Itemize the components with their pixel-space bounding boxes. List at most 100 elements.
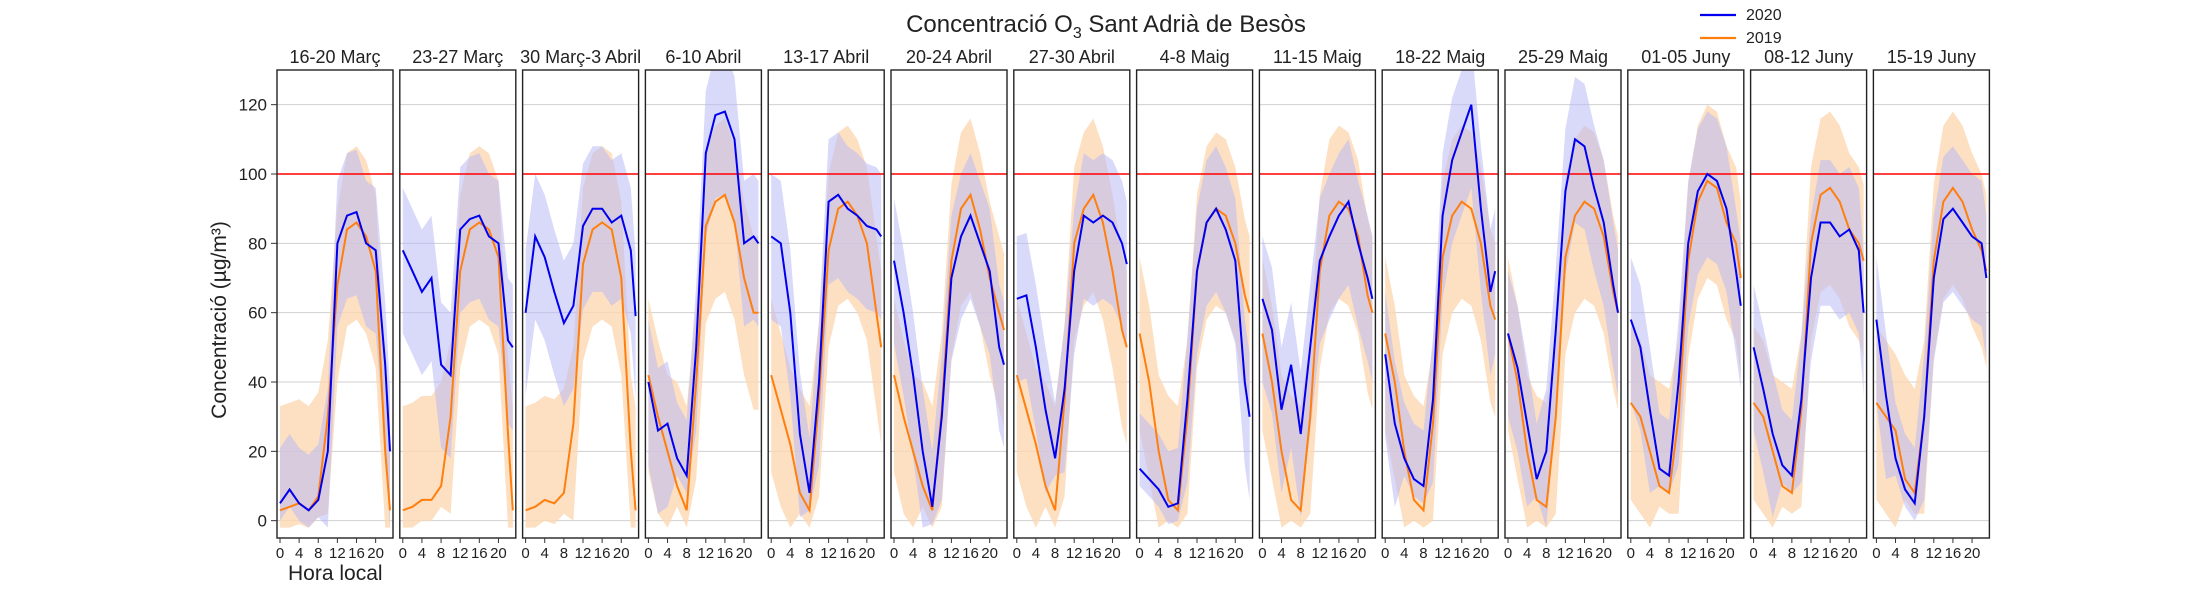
panel-frame (1135, 69, 1254, 539)
x-tick-label: 0 (276, 545, 284, 562)
x-tick-label: 8 (1051, 545, 1059, 562)
x-tick-label: 8 (1788, 545, 1796, 562)
x-tick-label: 4 (909, 545, 917, 562)
x-tick-label: 16 (1699, 545, 1716, 562)
panel-frame (1872, 69, 1991, 539)
series-2020-line (1016, 213, 1128, 459)
panel-title: 4-8 Maig (1160, 47, 1230, 67)
x-tick-label: 16 (348, 545, 365, 562)
x-tick-label: 0 (1013, 545, 1021, 562)
panel-frame (1504, 69, 1622, 539)
series-2019-line (402, 221, 514, 512)
legend-label: 2020 (1746, 7, 1782, 24)
x-tick-label: 0 (1135, 545, 1143, 562)
x-tick-label: 20 (981, 545, 998, 562)
x-tick-label: 20 (1350, 545, 1367, 562)
x-tick-label: 12 (452, 545, 469, 562)
chart-title: Concentració O3 Sant Adrià de Besòs (906, 11, 1306, 42)
series-2020-line (279, 210, 391, 512)
panel-frame (1381, 69, 1499, 539)
x-tick-label: 0 (1872, 545, 1880, 562)
x-tick-label: 4 (1523, 545, 1531, 562)
panel-frame (890, 69, 1008, 539)
x-tick-label: 8 (1296, 545, 1304, 562)
x-tick-label: 8 (1665, 545, 1673, 562)
series-2020-line (647, 110, 760, 480)
series-2019-line (647, 193, 759, 511)
x-tick-label: 0 (1381, 545, 1389, 562)
x-tick-label: 8 (1910, 545, 1918, 562)
y-axis-label: Concentració (µg/m³) (208, 221, 231, 419)
panel-title: 16-20 Març (289, 47, 380, 67)
y-tick-label: 40 (248, 373, 267, 392)
x-tick-label: 16 (717, 545, 734, 562)
series-2019-line (1629, 179, 1742, 495)
series-2020-line (893, 212, 1005, 507)
x-tick-label: 0 (890, 545, 898, 562)
x-tick-label: 0 (521, 545, 529, 562)
series-2020-line (1507, 137, 1619, 480)
x-tick-label: 16 (1085, 545, 1102, 562)
series-2020-line (1629, 172, 1742, 478)
x-tick-label: 8 (805, 545, 813, 562)
panel-frame (399, 69, 517, 539)
x-tick-label: 4 (1400, 545, 1408, 562)
x-tick-label: 0 (644, 545, 652, 562)
x-tick-label: 20 (859, 545, 876, 562)
x-tick-label: 20 (1718, 545, 1735, 562)
series-2019-line (1507, 200, 1619, 509)
series-2020-line (1752, 221, 1865, 478)
panel: 15-19 Juny 0 4 8 12 16 20 (1872, 47, 1991, 562)
panel-title: 01-05 Juny (1641, 47, 1730, 67)
x-tick-label: 4 (1891, 545, 1899, 562)
x-tick-label: 16 (1331, 545, 1348, 562)
panel-title: 18-22 Maig (1395, 47, 1485, 67)
x-tick-label: 20 (613, 545, 630, 562)
series-2020-line (770, 193, 883, 494)
panel: 18-22 Maig 0 4 8 12 16 20 (1381, 47, 1499, 562)
series-2020-line (1261, 199, 1374, 435)
x-tick-label: 20 (490, 545, 507, 562)
band-2020 (1139, 146, 1250, 525)
panel: 4-8 Maig 0 4 8 12 16 20 (1135, 47, 1254, 562)
x-tick-label: 0 (1749, 545, 1757, 562)
panel-frame (521, 69, 640, 539)
x-tick-label: 4 (1155, 545, 1163, 562)
panel: 20-24 Abril 0 4 8 12 16 20 (890, 47, 1008, 562)
x-tick-label: 12 (1925, 545, 1942, 562)
x-tick-label: 16 (471, 545, 488, 562)
x-tick-label: 16 (1945, 545, 1962, 562)
panel: 25-29 Maig 0 4 8 12 16 20 (1504, 47, 1622, 562)
x-tick-label: 0 (1627, 545, 1635, 562)
panel-title: 6-10 Abril (665, 47, 741, 67)
x-tick-label: 12 (1680, 545, 1697, 562)
x-tick-label: 12 (1803, 545, 1820, 562)
x-tick-label: 4 (1646, 545, 1654, 562)
x-tick-label: 20 (1104, 545, 1121, 562)
x-tick-label: 16 (594, 545, 611, 562)
x-tick-label: 4 (295, 545, 303, 562)
x-tick-label: 8 (682, 545, 690, 562)
y-tick-label: 0 (258, 512, 267, 531)
panel: 30 Març-3 Abril 0 4 8 12 16 20 (520, 47, 641, 562)
x-tick-label: 20 (1227, 545, 1244, 562)
panel-title: 30 Març-3 Abril (520, 47, 641, 67)
x-tick-label: 12 (1557, 545, 1574, 562)
panel-frame (767, 69, 885, 539)
band-2020 (1262, 139, 1373, 518)
x-axis-label: Hora local (288, 562, 383, 585)
panel-title: 25-29 Maig (1518, 47, 1608, 67)
legend-label: 2019 (1746, 30, 1782, 47)
x-tick-label: 0 (1258, 545, 1266, 562)
x-tick-label: 8 (314, 545, 322, 562)
panel-frame (644, 69, 763, 539)
x-tick-label: 12 (1434, 545, 1451, 562)
series-2019-line (1875, 186, 1988, 496)
panel: 27-30 Abril 0 4 8 12 16 20 (1013, 47, 1131, 562)
x-tick-label: 12 (1189, 545, 1206, 562)
panel: 23-27 Març 0 4 8 12 16 20 (399, 47, 517, 562)
band-2020 (280, 149, 390, 528)
series-2020-line (524, 207, 637, 326)
panel-frame (276, 69, 394, 539)
